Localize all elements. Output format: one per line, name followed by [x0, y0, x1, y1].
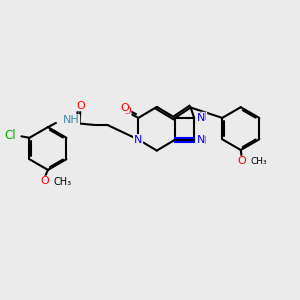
Text: N: N — [134, 135, 142, 145]
Text: N: N — [196, 135, 205, 145]
Text: NH: NH — [63, 115, 80, 125]
Text: O: O — [76, 101, 85, 111]
Text: O: O — [40, 176, 49, 186]
Text: O: O — [237, 156, 246, 166]
Text: O: O — [122, 106, 131, 116]
Text: N: N — [199, 136, 207, 146]
Text: CH₃: CH₃ — [250, 157, 267, 166]
Text: N: N — [134, 135, 142, 145]
Text: O: O — [120, 103, 129, 113]
Text: Cl: Cl — [4, 129, 16, 142]
Text: CH₃: CH₃ — [53, 176, 71, 187]
Text: NH: NH — [63, 115, 80, 125]
Text: N: N — [196, 113, 205, 123]
Text: N: N — [199, 112, 207, 122]
